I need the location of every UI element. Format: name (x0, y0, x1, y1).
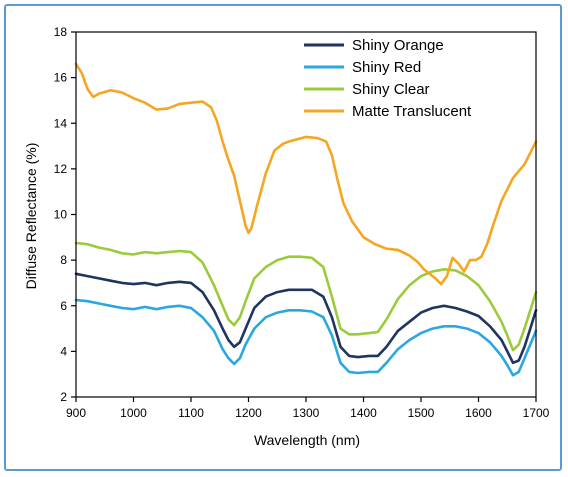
legend-label-0: Shiny Orange (352, 37, 444, 54)
y-tick-label: 14 (54, 116, 68, 130)
y-axis-title: Diffuse Reflectance (%) (23, 143, 39, 290)
series-line-1 (74, 298, 538, 377)
series-line-0 (74, 272, 538, 365)
legend-label-3: Matte Translucent (352, 103, 472, 120)
y-tick-label: 4 (60, 344, 67, 358)
x-tick-label: 1000 (120, 406, 147, 420)
y-tick-label: 8 (60, 253, 67, 267)
x-tick-label: 1300 (293, 406, 320, 420)
axes (75, 31, 537, 398)
chart-frame (4, 4, 562, 471)
x-tick-label: 1700 (523, 406, 550, 420)
x-tick-label: 1200 (235, 406, 262, 420)
x-axis-ticks: 900 1000 1100 1200 1300 1400 1500 1600 1700 (66, 397, 550, 420)
y-tick-label: 18 (54, 25, 68, 39)
plot-area-border (75, 31, 537, 398)
x-tick-label: 1500 (408, 406, 435, 420)
plot-lines (74, 62, 538, 377)
y-tick-label: 16 (54, 71, 68, 85)
x-tick-label: 900 (66, 406, 86, 420)
y-tick-label: 10 (54, 208, 68, 222)
y-tick-label: 12 (54, 162, 68, 176)
x-tick-label: 1400 (350, 406, 377, 420)
x-axis-title: Wavelength (nm) (254, 432, 360, 448)
y-tick-label: 2 (60, 390, 67, 404)
y-tick-label: 6 (60, 299, 67, 313)
legend: Shiny Orange Shiny Red Shiny Clear Matte Tr… (304, 37, 472, 120)
legend-label-2: Shiny Clear (352, 81, 430, 98)
legend-label-1: Shiny Red (352, 59, 421, 76)
series-line-2 (74, 241, 538, 352)
series-line-3 (74, 62, 538, 286)
y-axis-ticks: 2 4 6 8 10 12 14 16 18 (54, 25, 76, 404)
x-tick-label: 1600 (465, 406, 492, 420)
x-tick-label: 1100 (178, 406, 204, 420)
